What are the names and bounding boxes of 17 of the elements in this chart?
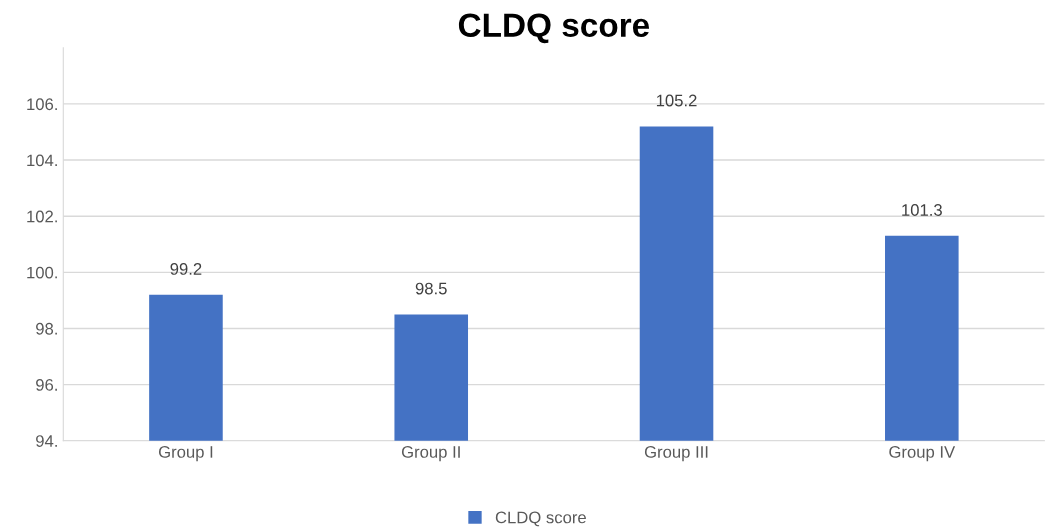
y-tick-label: 98. bbox=[36, 322, 57, 335]
y-tick-label: 102. bbox=[27, 210, 57, 223]
data-label: 98.5 bbox=[415, 282, 447, 295]
y-tick-label: 104. bbox=[27, 154, 57, 167]
y-tick-label: 94. bbox=[36, 435, 57, 447]
data-label: 99.2 bbox=[170, 263, 202, 275]
chart-title: CLDQ score bbox=[458, 13, 650, 44]
x-tick-label: Group II bbox=[401, 446, 460, 462]
y-tick-label: 106. bbox=[27, 98, 57, 111]
data-label: 101.3 bbox=[902, 204, 942, 216]
x-tick-label: Group IV bbox=[889, 446, 956, 462]
x-tick-label: Group I bbox=[158, 446, 213, 462]
x-tick-label: Group III bbox=[644, 446, 708, 462]
legend-label: CLDQ score bbox=[495, 511, 586, 527]
y-tick-label: 96. bbox=[36, 379, 57, 391]
data-label: 105.2 bbox=[656, 94, 697, 107]
y-tick-label: 100. bbox=[27, 266, 57, 279]
